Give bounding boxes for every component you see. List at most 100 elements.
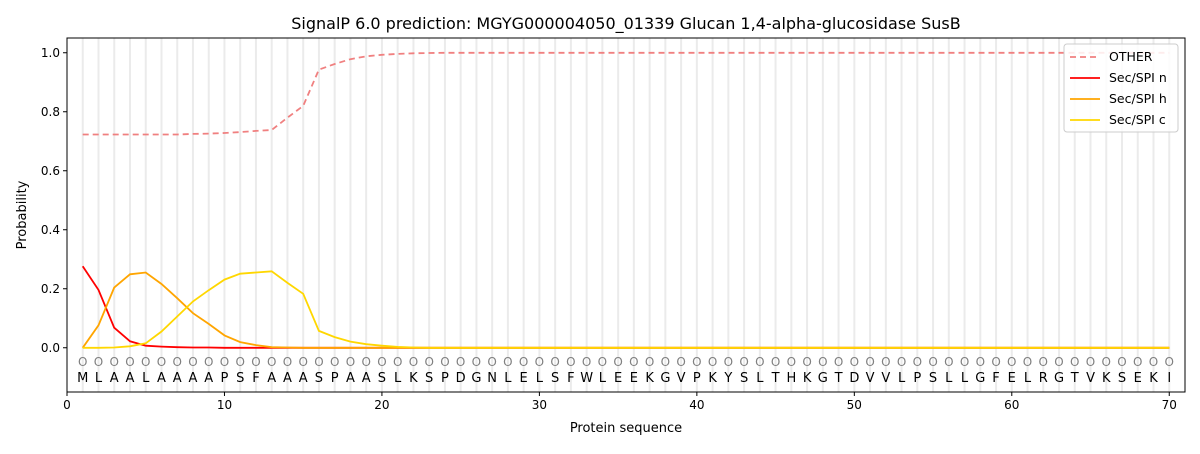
region-marker: O (944, 355, 953, 369)
residue-label: S (425, 371, 433, 386)
y-tick-label: 1.0 (41, 46, 60, 60)
residue-label: P (331, 371, 339, 386)
region-marker: O (1149, 355, 1158, 369)
residue-label: G (660, 371, 670, 386)
residue-label: A (173, 371, 182, 386)
region-marker: O (519, 355, 528, 369)
y-tick-label: 0.0 (41, 341, 60, 355)
residue-label: G (1054, 371, 1064, 386)
region-marker: O (141, 355, 150, 369)
residue-label: L (1024, 371, 1032, 386)
region-marker: O (566, 355, 575, 369)
residue-label: L (504, 371, 512, 386)
region-marker: O (755, 355, 764, 369)
residue-label: S (740, 371, 748, 386)
residue-label: E (1134, 371, 1142, 386)
residue-label: H (786, 371, 796, 386)
x-tick-label: 30 (532, 398, 547, 412)
region-marker: O (110, 355, 119, 369)
residue-label: V (677, 371, 686, 386)
region-marker: O (787, 355, 796, 369)
residue-label: P (441, 371, 449, 386)
region-marker: O (157, 355, 166, 369)
region-marker: O (377, 355, 386, 369)
region-marker: O (850, 355, 859, 369)
residue-label: V (1086, 371, 1095, 386)
y-tick-label: 0.8 (41, 105, 60, 119)
residue-label: F (252, 371, 259, 386)
region-marker: O (818, 355, 827, 369)
region-marker: O (1007, 355, 1016, 369)
series-line-sec-spi-n (81, 265, 1170, 349)
residue-label: L (142, 371, 150, 386)
x-tick-label: 50 (847, 398, 862, 412)
residue-label: L (394, 371, 402, 386)
residue-label: L (945, 371, 953, 386)
residue-label: L (898, 371, 906, 386)
residue-label: D (849, 371, 859, 386)
region-marker: O (724, 355, 733, 369)
legend-label: OTHER (1109, 49, 1153, 64)
residue-label: V (866, 371, 875, 386)
region-marker: O (1023, 355, 1032, 369)
residue-label: Y (723, 371, 732, 386)
region-marker: O (330, 355, 339, 369)
x-axis-label: Protein sequence (570, 421, 682, 436)
residue-label: E (1008, 371, 1016, 386)
region-marker: O (1054, 355, 1063, 369)
region-marker: O (991, 355, 1000, 369)
region-marker: O (582, 355, 591, 369)
region-marker: O (708, 355, 717, 369)
legend-label: Sec/SPI h (1109, 91, 1167, 106)
region-marker: O (802, 355, 811, 369)
region-marker: O (424, 355, 433, 369)
y-tick-label: 0.6 (41, 164, 60, 178)
residue-label: E (520, 371, 528, 386)
region-marker: O (1102, 355, 1111, 369)
region-marker: O (1133, 355, 1142, 369)
region-marker: O (393, 355, 402, 369)
chart-title: SignalP 6.0 prediction: MGYG000004050_01… (291, 14, 960, 34)
residue-label: L (961, 371, 969, 386)
region-marker: O (629, 355, 638, 369)
residue-label: S (1118, 371, 1126, 386)
legend-label: Sec/SPI n (1109, 70, 1167, 85)
x-tick-label: 10 (217, 398, 232, 412)
series-line-sec-spi-c (82, 270, 1170, 349)
region-marker: O (661, 355, 670, 369)
residue-label: K (803, 371, 812, 386)
residue-label: A (283, 371, 292, 386)
residue-label: L (756, 371, 764, 386)
region-marker: O (865, 355, 874, 369)
x-tick-label: 20 (374, 398, 389, 412)
x-tick-label: 70 (1162, 398, 1177, 412)
residue-label: K (1149, 371, 1158, 386)
region-marker: O (188, 355, 197, 369)
residue-label: R (1039, 371, 1048, 386)
residue-label: V (881, 371, 890, 386)
x-tick-label: 40 (689, 398, 704, 412)
region-marker: O (456, 355, 465, 369)
residue-label: F (992, 371, 999, 386)
residue-label: S (315, 371, 323, 386)
region-marker: O (960, 355, 969, 369)
region-marker: O (1070, 355, 1079, 369)
region-marker: O (676, 355, 685, 369)
region-marker: O (503, 355, 512, 369)
region-marker: O (976, 355, 985, 369)
residue-label: I (1167, 371, 1171, 386)
residue-label: T (834, 371, 843, 386)
region-marker: O (598, 355, 607, 369)
residue-label: D (456, 371, 466, 386)
region-marker: O (487, 355, 496, 369)
region-marker: O (361, 355, 370, 369)
region-marker: O (94, 355, 103, 369)
residue-label: G (471, 371, 481, 386)
region-marker: O (220, 355, 229, 369)
residue-label: K (708, 371, 717, 386)
residue-label: N (487, 371, 497, 386)
residue-label: S (929, 371, 937, 386)
region-marker: O (283, 355, 292, 369)
